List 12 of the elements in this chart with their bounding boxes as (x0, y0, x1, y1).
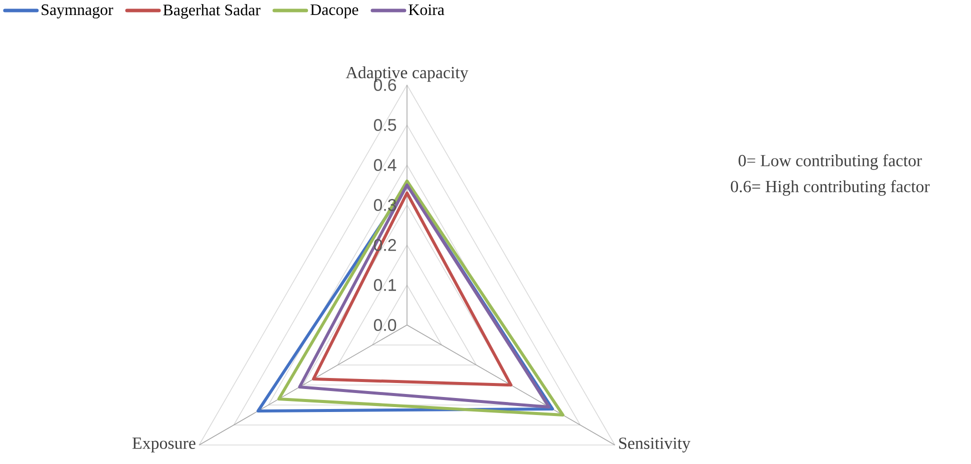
y-tick-label: 0.0 (374, 319, 396, 331)
spoke-label: Sensitivity (619, 438, 690, 452)
y-tick-label: 0.4 (374, 159, 396, 172)
y-tick-label: 0.5 (374, 119, 396, 131)
legend-label: Saymnagor (42, 4, 114, 18)
text: 0.6= High contributing factor (730, 180, 930, 196)
y-tick-label: 0.1 (374, 279, 396, 291)
legend-label: Bagerhat Sadar (163, 4, 260, 19)
legend-label: Dacope (310, 4, 358, 18)
text: 0= Low contributing factor (738, 154, 922, 170)
spoke-label: Exposure (132, 438, 196, 452)
legend-label: Koira (408, 4, 444, 16)
